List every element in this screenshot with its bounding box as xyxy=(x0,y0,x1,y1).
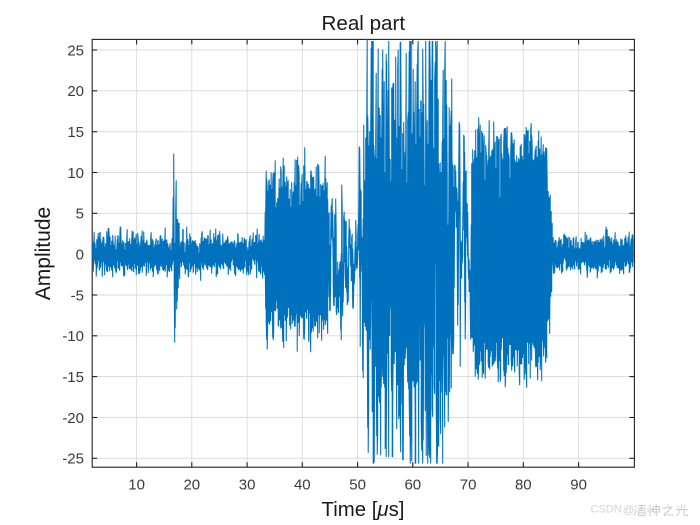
svg-text:@: @ xyxy=(623,505,634,517)
svg-text:10: 10 xyxy=(67,165,84,182)
svg-text:CSDN: CSDN xyxy=(591,504,622,516)
svg-text:25: 25 xyxy=(67,42,84,59)
svg-text:50: 50 xyxy=(349,477,366,494)
svg-text:60: 60 xyxy=(404,477,421,494)
svg-text:Time [μs]: Time [μs] xyxy=(322,499,405,521)
svg-text:15: 15 xyxy=(67,124,84,141)
svg-text:30: 30 xyxy=(239,477,256,494)
svg-text:40: 40 xyxy=(294,477,311,494)
svg-text:80: 80 xyxy=(515,477,532,494)
svg-text:-20: -20 xyxy=(62,410,84,427)
svg-text:5: 5 xyxy=(76,206,84,223)
svg-text:Amplitude: Amplitude xyxy=(32,207,55,300)
svg-text:Real part: Real part xyxy=(322,12,406,35)
svg-text:-10: -10 xyxy=(62,328,84,345)
svg-text:90: 90 xyxy=(570,477,587,494)
svg-text:70: 70 xyxy=(460,477,477,494)
svg-text:20: 20 xyxy=(183,477,200,494)
svg-text:-5: -5 xyxy=(71,287,84,304)
svg-text:10: 10 xyxy=(128,477,145,494)
svg-text:-15: -15 xyxy=(62,369,84,386)
svg-text:0: 0 xyxy=(76,247,84,264)
svg-text:20: 20 xyxy=(67,83,84,100)
svg-text:-25: -25 xyxy=(62,451,84,468)
